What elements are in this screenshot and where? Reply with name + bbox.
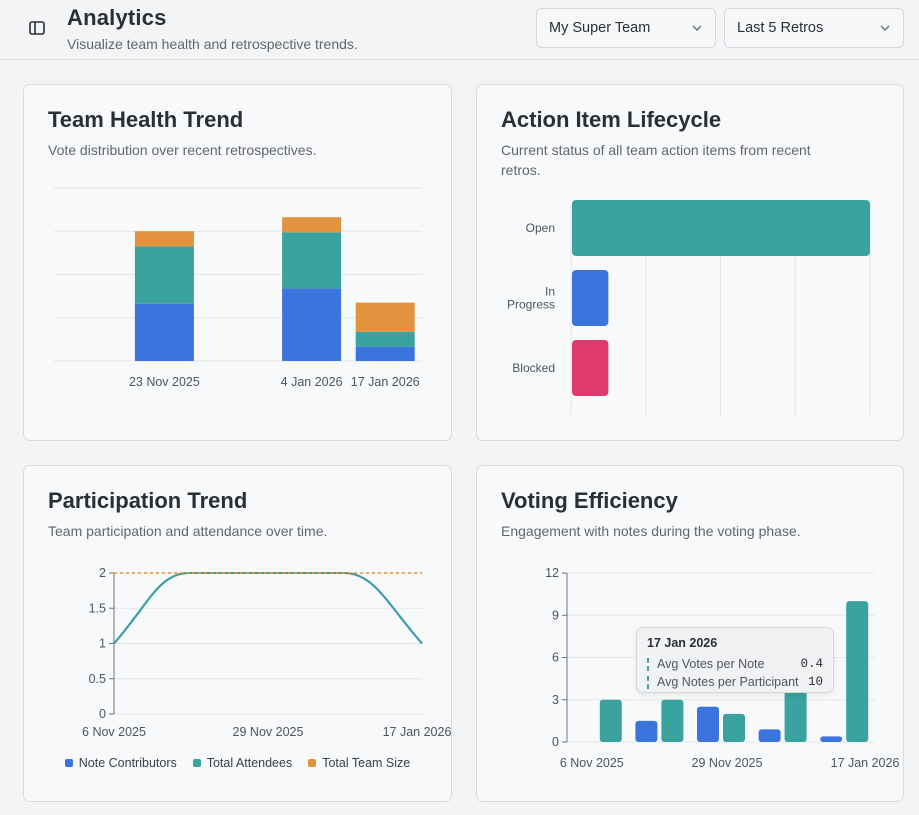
participation-card: Participation Trend Team participation a… [23,465,452,802]
voting-efficiency-card: Voting Efficiency Engagement with notes … [476,465,904,802]
range-select[interactable]: Last 5 Retros [724,8,904,48]
team-select[interactable]: My Super Team [536,8,716,48]
y-tick-label: 0.5 [89,672,106,686]
page-title: Analytics [67,5,167,30]
bar [635,720,658,742]
bar-segment [134,246,194,304]
voting-efficiency-chart: 0 3 6 9 12 6 Nov 2025 29 Nov 2025 17 Jan 2026 [545,566,900,770]
x-tick-label: 17 Jan 2026 [383,725,452,739]
bar [572,200,870,256]
y-tick-label: 0 [552,735,559,749]
x-tick-label: 4 Jan 2026 [281,375,343,389]
chart-tooltip: 17 Jan 2026 Avg Votes per Note 0.4 Avg N… [636,627,834,693]
tooltip-label: Avg Notes per Participant [657,675,799,689]
bar [697,706,719,742]
y-tick-label: 9 [552,608,559,622]
card-title: Action Item Lifecycle [501,107,722,132]
x-tick-label: 6 Nov 2025 [560,756,624,770]
x-tick-label: 6 Nov 2025 [82,725,146,739]
y-tick-label: 2 [99,566,106,580]
bar [661,699,684,742]
card-description: Engagement with notes during the voting … [501,523,801,539]
bar [572,270,609,326]
y-tick-label: 3 [552,693,559,707]
tooltip-row: Avg Notes per Participant 10 [647,674,823,690]
x-tick-label: 17 Jan 2026 [831,756,900,770]
card-description: Team participation and attendance over t… [48,523,328,539]
y-tick-label: 1.5 [89,601,106,615]
legend-label: Note Contributors [78,756,177,770]
bar [599,699,622,742]
bar [758,729,781,742]
bar [723,713,745,742]
y-tick-label: Blocked [512,361,555,375]
tooltip-label: Avg Votes per Note [657,657,765,671]
tooltip-row: Avg Votes per Note 0.4 [647,656,823,672]
tooltip-value: 0.4 [800,657,823,671]
team-health-card: Team Health Trend Vote distribution over… [23,84,452,441]
y-tick-label: Open [526,221,555,235]
bar-segment [355,331,415,347]
y-tick-label: Progress [507,298,555,312]
bar [846,601,869,742]
legend-label: Total Attendees [206,756,293,770]
bar-segment [282,217,342,233]
x-tick-label: 17 Jan 2026 [351,375,420,389]
legend-swatch [308,759,317,767]
range-select-value: Last 5 Retros [737,20,824,36]
x-tick-label: 29 Nov 2025 [692,756,763,770]
participation-chart: 0 0.5 1 1.5 2 6 Nov 2025 29 Nov 2025 17 Jan 202… [82,566,452,739]
card-description-line: retros. [501,162,541,178]
legend-item[interactable]: Total Attendees [192,756,293,770]
page-header: Analytics Visualize team health and retr… [0,0,919,60]
legend-label: Total Team Size [322,756,411,770]
sidebar-toggle-icon[interactable] [26,17,48,39]
bar [572,340,609,396]
card-title: Participation Trend [48,488,248,513]
bar-segment [355,302,415,332]
card-title: Team Health Trend [48,107,244,132]
x-tick-label: 29 Nov 2025 [233,725,304,739]
legend-item[interactable]: Note Contributors [64,756,177,770]
tooltip-marker [647,657,649,671]
chevron-down-icon [880,25,890,32]
y-tick-label: 1 [99,637,106,651]
legend-swatch [192,759,201,767]
x-tick-label: 23 Nov 2025 [129,375,200,389]
card-description: Vote distribution over recent retrospect… [48,142,317,158]
bar-segment [282,288,342,361]
y-tick-label: 6 [552,651,559,665]
bar-segment [282,232,342,289]
chevron-down-icon [692,25,702,32]
y-tick-label: 12 [545,566,559,580]
bar [784,685,807,742]
bar [820,736,843,742]
bar-segment [134,231,194,247]
page-subtitle: Visualize team health and retrospective … [67,36,358,52]
team-select-value: My Super Team [549,20,651,36]
y-tick-label: 0 [99,707,106,721]
tooltip-marker [647,675,649,689]
legend-item[interactable]: Total Team Size [308,756,410,770]
card-description-line: Current status of all team action items … [501,142,811,158]
chart-legend: Note Contributors Total Attendees Total … [24,756,451,770]
bar-segment [134,303,194,361]
action-item-card: Action Item Lifecycle Current status of … [476,84,904,441]
card-title: Voting Efficiency [501,488,678,513]
tooltip-title: 17 Jan 2026 [647,636,718,650]
team-health-chart: 23 Nov 2025 4 Jan 2026 17 Jan 2026 [54,187,422,389]
bar-segment [355,346,415,361]
tooltip-value: 10 [807,675,823,689]
y-tick-label: In [545,285,555,299]
legend-swatch [64,759,73,767]
card-description: Current status of all team action items … [501,140,811,180]
